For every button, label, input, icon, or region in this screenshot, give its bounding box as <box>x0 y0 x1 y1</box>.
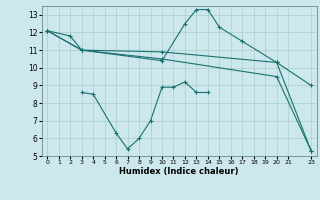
X-axis label: Humidex (Indice chaleur): Humidex (Indice chaleur) <box>119 167 239 176</box>
